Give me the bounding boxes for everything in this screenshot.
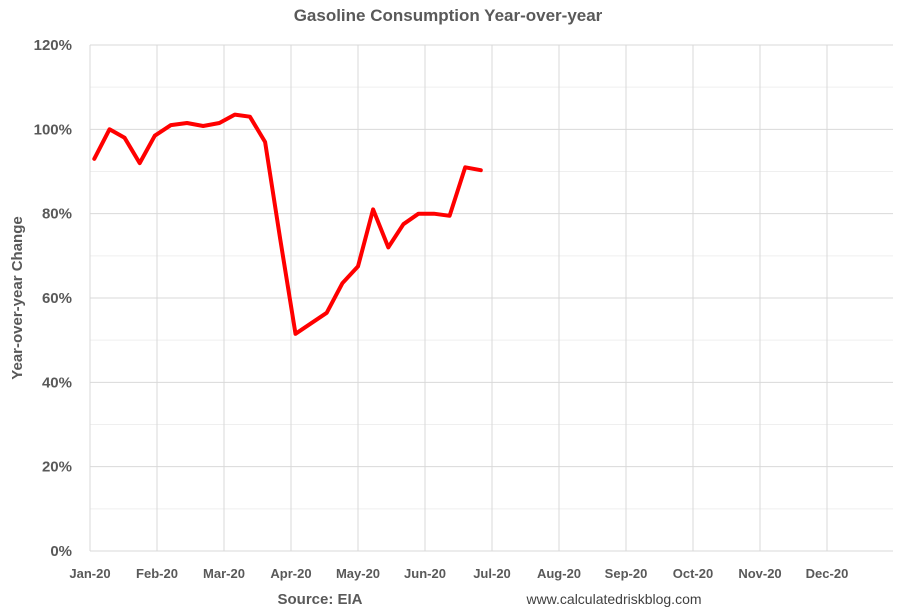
x-tick-label: Jun-20 <box>404 566 446 581</box>
y-tick-label: 80% <box>42 206 72 223</box>
data-point <box>357 265 359 267</box>
chart-title: Gasoline Consumption Year-over-year <box>294 6 603 25</box>
x-tick-label: Oct-20 <box>673 566 713 581</box>
data-point <box>93 158 95 160</box>
x-tick-label: May-20 <box>336 566 380 581</box>
x-tick-label: Nov-20 <box>738 566 781 581</box>
site-url: www.calculatedriskblog.com <box>525 591 701 607</box>
y-tick-label: 0% <box>50 543 72 560</box>
series-line <box>92 112 483 336</box>
data-point <box>326 312 328 314</box>
data-point <box>295 333 296 335</box>
y-tick-label: 120% <box>34 37 72 54</box>
data-point <box>310 322 312 324</box>
data-point <box>387 246 389 248</box>
y-tick-label: 40% <box>42 374 72 391</box>
data-point <box>109 128 110 130</box>
source-note: Source: EIA <box>277 591 362 608</box>
y-axis-ticks: 0% 20% 40% 60% 80% 100% 120% <box>34 37 72 560</box>
series-layer <box>92 112 483 336</box>
x-tick-label: Aug-20 <box>537 566 581 581</box>
y-axis-label: Year-over-year Change <box>9 216 26 379</box>
y-tick-label: 100% <box>34 121 72 138</box>
gridlines <box>89 44 893 552</box>
data-point <box>139 162 141 164</box>
data-point <box>154 135 156 137</box>
data-point <box>402 223 404 225</box>
data-point <box>234 114 236 116</box>
data-point <box>372 208 374 210</box>
x-tick-label: Feb-20 <box>136 566 178 581</box>
data-point <box>464 166 466 168</box>
x-tick-label: Mar-20 <box>203 566 245 581</box>
data-point <box>186 122 188 124</box>
x-tick-label: Jan-20 <box>69 566 110 581</box>
x-tick-label: Apr-20 <box>270 566 311 581</box>
x-tick-label: Sep-20 <box>605 566 648 581</box>
data-point <box>449 215 451 217</box>
data-point <box>264 141 266 143</box>
data-point <box>202 125 204 127</box>
data-point <box>480 169 482 171</box>
data-point <box>433 213 435 215</box>
data-point <box>218 122 220 124</box>
data-point <box>170 124 172 126</box>
data-point <box>418 213 419 215</box>
data-point <box>249 116 251 118</box>
y-tick-label: 20% <box>42 459 72 476</box>
data-point <box>124 137 126 139</box>
x-tick-label: Dec-20 <box>806 566 849 581</box>
x-tick-label: Jul-20 <box>473 566 511 581</box>
data-point <box>341 282 343 284</box>
data-point <box>279 238 281 240</box>
x-axis-ticks: Jan-20 Feb-20 Mar-20 Apr-20 May-20 Jun-20 Jul-… <box>69 566 848 581</box>
y-tick-label: 60% <box>42 290 72 307</box>
